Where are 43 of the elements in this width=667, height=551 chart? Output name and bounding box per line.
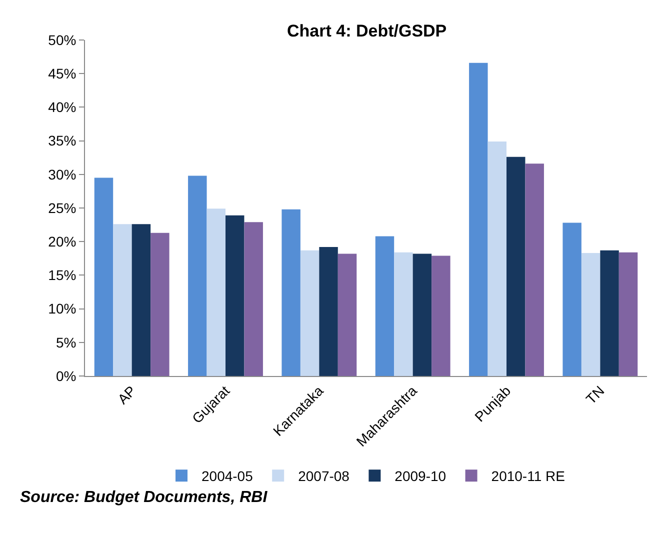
y-tick-label: 30% [48,166,76,182]
bar [506,156,526,376]
y-tick-label: 40% [48,99,76,116]
bar [618,252,638,376]
bar [113,224,132,376]
legend-label: 2004-05 [202,468,254,484]
bar [150,232,170,376]
y-tick-label: 0% [56,368,76,384]
bar [244,222,263,376]
bar [206,208,226,376]
bar [432,256,450,376]
y-tick-label: 50% [48,32,76,48]
y-tick-label: 5% [56,334,76,350]
y-tick-label: 15% [48,267,76,284]
bar [338,254,357,376]
y-tick-label: 10% [48,300,76,317]
legend-label: 2007-08 [298,468,350,484]
bar [188,176,207,376]
y-tick-label: 20% [48,234,76,250]
bar [94,178,114,376]
legend-label: 2009-10 [394,468,446,484]
bar [581,253,600,376]
bar [412,254,432,376]
bar [300,250,320,376]
y-tick-label: 35% [48,132,76,149]
legend-label: 2010-11 RE [491,468,565,484]
y-tick-label: 45% [48,66,76,82]
bar [600,250,619,376]
x-tick-label: TN [582,382,608,408]
bar [132,224,151,376]
y-tick-label: 25% [48,200,76,216]
bar [562,222,582,376]
bar [525,164,544,376]
x-tick-label: AP [114,382,139,408]
bar [319,246,338,376]
chart-title: Chart 4: Debt/GSDP [287,22,447,41]
bar [394,252,413,376]
bar [375,236,394,376]
bar [226,215,244,376]
source-note: Source: Budget Documents, RBI [20,489,268,506]
bar [488,141,506,376]
bar [282,209,300,376]
bar [469,62,488,376]
